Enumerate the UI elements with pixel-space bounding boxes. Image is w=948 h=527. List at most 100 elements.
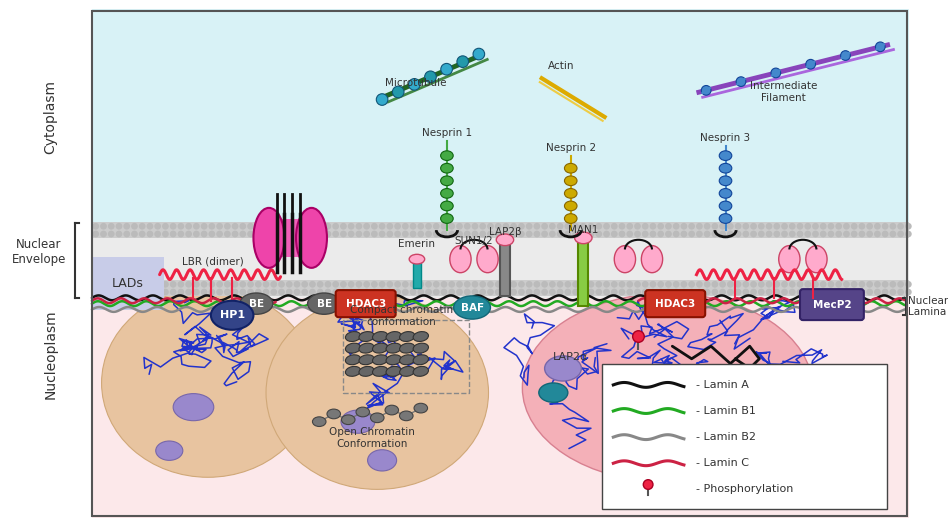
FancyArrowPatch shape bbox=[738, 79, 744, 84]
Circle shape bbox=[696, 289, 702, 296]
Circle shape bbox=[387, 281, 393, 288]
Ellipse shape bbox=[373, 355, 388, 365]
Circle shape bbox=[843, 281, 849, 288]
Circle shape bbox=[487, 289, 494, 296]
Circle shape bbox=[696, 223, 702, 230]
Circle shape bbox=[356, 231, 362, 237]
Circle shape bbox=[874, 223, 881, 230]
Circle shape bbox=[843, 231, 849, 237]
Circle shape bbox=[835, 281, 842, 288]
Circle shape bbox=[866, 289, 873, 296]
Circle shape bbox=[286, 223, 293, 230]
Circle shape bbox=[603, 289, 610, 296]
Circle shape bbox=[595, 289, 602, 296]
Text: BE: BE bbox=[317, 299, 332, 309]
Circle shape bbox=[480, 289, 486, 296]
Circle shape bbox=[812, 281, 819, 288]
Circle shape bbox=[317, 281, 323, 288]
Ellipse shape bbox=[345, 355, 361, 365]
Circle shape bbox=[363, 223, 370, 230]
Circle shape bbox=[595, 223, 602, 230]
Circle shape bbox=[240, 223, 246, 230]
Circle shape bbox=[573, 223, 579, 230]
Circle shape bbox=[278, 289, 285, 296]
Circle shape bbox=[595, 231, 602, 237]
Circle shape bbox=[828, 231, 834, 237]
Circle shape bbox=[448, 231, 455, 237]
Circle shape bbox=[850, 289, 858, 296]
Circle shape bbox=[394, 289, 401, 296]
Circle shape bbox=[495, 289, 501, 296]
Ellipse shape bbox=[642, 246, 663, 272]
Circle shape bbox=[556, 223, 563, 230]
Text: Open Chromatin
Conformation: Open Chromatin Conformation bbox=[330, 427, 415, 449]
Circle shape bbox=[866, 281, 873, 288]
Bar bbox=[343, 320, 469, 393]
Circle shape bbox=[588, 281, 594, 288]
Circle shape bbox=[480, 281, 486, 288]
Circle shape bbox=[889, 223, 896, 230]
Circle shape bbox=[874, 231, 881, 237]
Circle shape bbox=[510, 281, 517, 288]
Circle shape bbox=[696, 281, 702, 288]
Circle shape bbox=[518, 289, 525, 296]
FancyArrowPatch shape bbox=[773, 71, 779, 75]
Circle shape bbox=[162, 289, 169, 296]
Circle shape bbox=[611, 231, 618, 237]
Circle shape bbox=[209, 223, 215, 230]
Circle shape bbox=[649, 281, 656, 288]
Circle shape bbox=[897, 281, 904, 288]
Ellipse shape bbox=[544, 356, 581, 381]
Ellipse shape bbox=[720, 213, 732, 223]
Circle shape bbox=[270, 223, 277, 230]
Circle shape bbox=[603, 281, 610, 288]
Circle shape bbox=[270, 281, 277, 288]
Circle shape bbox=[224, 231, 230, 237]
Circle shape bbox=[170, 223, 176, 230]
Circle shape bbox=[727, 281, 734, 288]
FancyArrowPatch shape bbox=[702, 88, 710, 93]
Circle shape bbox=[201, 281, 208, 288]
Circle shape bbox=[240, 281, 246, 288]
Ellipse shape bbox=[368, 450, 396, 471]
Circle shape bbox=[294, 289, 301, 296]
Circle shape bbox=[905, 223, 912, 230]
Circle shape bbox=[495, 223, 501, 230]
Text: Actin: Actin bbox=[548, 62, 574, 72]
Circle shape bbox=[123, 281, 130, 288]
Text: Microtubule: Microtubule bbox=[385, 78, 447, 88]
Circle shape bbox=[766, 223, 773, 230]
Circle shape bbox=[471, 231, 479, 237]
Circle shape bbox=[859, 231, 866, 237]
Circle shape bbox=[750, 289, 757, 296]
Circle shape bbox=[216, 223, 223, 230]
Circle shape bbox=[712, 223, 719, 230]
Bar bbox=[602, 364, 887, 509]
Circle shape bbox=[348, 223, 355, 230]
Circle shape bbox=[216, 281, 223, 288]
Circle shape bbox=[757, 223, 765, 230]
Circle shape bbox=[340, 289, 347, 296]
Circle shape bbox=[564, 231, 572, 237]
Circle shape bbox=[573, 231, 579, 237]
Ellipse shape bbox=[564, 163, 577, 173]
Circle shape bbox=[177, 223, 184, 230]
Circle shape bbox=[703, 281, 710, 288]
Circle shape bbox=[905, 289, 912, 296]
Ellipse shape bbox=[359, 331, 374, 341]
Ellipse shape bbox=[441, 151, 453, 161]
Circle shape bbox=[627, 223, 633, 230]
Circle shape bbox=[673, 231, 680, 237]
Ellipse shape bbox=[441, 176, 453, 186]
Circle shape bbox=[441, 289, 447, 296]
Circle shape bbox=[247, 281, 254, 288]
FancyArrowPatch shape bbox=[807, 62, 814, 66]
Circle shape bbox=[170, 231, 176, 237]
Circle shape bbox=[247, 231, 254, 237]
Circle shape bbox=[441, 231, 447, 237]
Ellipse shape bbox=[385, 405, 398, 415]
Ellipse shape bbox=[720, 163, 732, 173]
Circle shape bbox=[464, 231, 470, 237]
Circle shape bbox=[735, 223, 741, 230]
Circle shape bbox=[634, 223, 641, 230]
